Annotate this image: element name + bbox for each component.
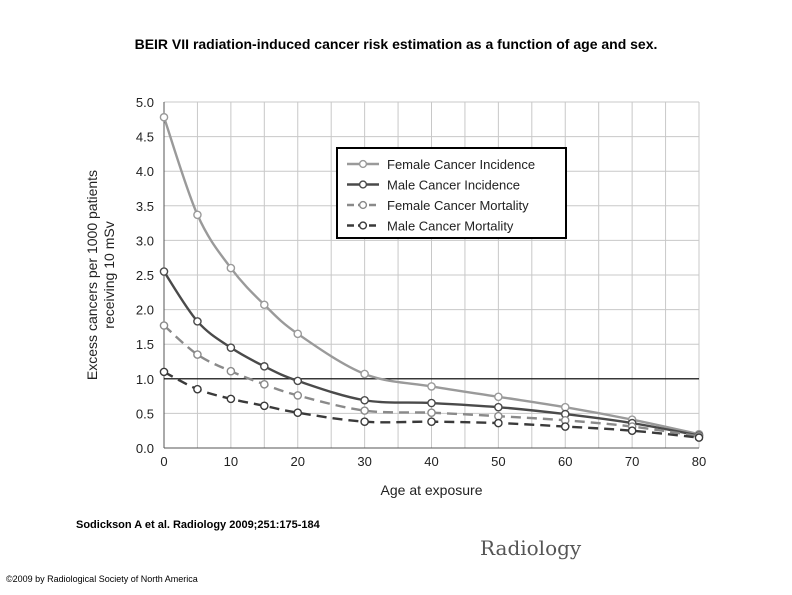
x-tick-label: 80 bbox=[692, 454, 706, 469]
legend-label: Female Cancer Mortality bbox=[387, 198, 529, 213]
y-axis-label-line: Excess cancers per 1000 patients bbox=[84, 170, 100, 380]
data-point bbox=[494, 392, 503, 402]
x-tick-label: 70 bbox=[625, 454, 639, 469]
data-point bbox=[427, 398, 436, 408]
series-line bbox=[163, 324, 700, 438]
x-tick-label: 0 bbox=[160, 454, 167, 469]
data-point bbox=[159, 367, 169, 377]
data-point bbox=[293, 408, 303, 418]
data-point bbox=[360, 417, 369, 427]
data-point bbox=[293, 376, 303, 386]
legend: Female Cancer Incidence Male Cancer Incid… bbox=[336, 147, 567, 239]
data-point bbox=[226, 263, 236, 273]
legend-label: Male Cancer Mortality bbox=[387, 219, 514, 234]
y-tick-label: 2.0 bbox=[136, 303, 154, 318]
data-point bbox=[360, 395, 369, 405]
data-point bbox=[193, 210, 202, 220]
y-tick-label: 0.0 bbox=[136, 441, 154, 456]
data-point bbox=[293, 329, 303, 339]
journal-logo: Radiology bbox=[480, 536, 582, 560]
data-point bbox=[427, 382, 436, 391]
data-point bbox=[494, 402, 503, 412]
x-tick-label: 60 bbox=[558, 454, 572, 469]
data-point bbox=[226, 366, 236, 376]
x-tick-label: 10 bbox=[224, 454, 238, 469]
series-male-cancer-mortality bbox=[159, 367, 704, 442]
legend-label: Male Cancer Incidence bbox=[387, 178, 520, 193]
data-point bbox=[159, 321, 169, 330]
legend-marker bbox=[358, 159, 368, 169]
x-tick-label: 20 bbox=[291, 454, 305, 469]
data-point bbox=[494, 418, 503, 428]
data-point bbox=[260, 362, 269, 371]
data-point bbox=[427, 417, 436, 427]
y-tick-label: 4.5 bbox=[136, 130, 154, 145]
data-point bbox=[159, 112, 169, 122]
data-point bbox=[427, 408, 436, 418]
data-point bbox=[360, 406, 369, 415]
data-point bbox=[226, 394, 236, 404]
series-male-cancer-incidence bbox=[159, 267, 704, 440]
x-axis-label: Age at exposure bbox=[381, 482, 483, 498]
x-tick-label: 50 bbox=[491, 454, 505, 469]
data-point bbox=[694, 433, 704, 442]
series-group bbox=[159, 112, 704, 442]
y-axis-label-line: receiving 10 mSv bbox=[101, 221, 117, 328]
legend-label: Female Cancer Incidence bbox=[387, 157, 535, 172]
y-tick-label: 0.5 bbox=[136, 406, 154, 421]
citation: Sodickson A et al. Radiology 2009;251:17… bbox=[76, 519, 320, 531]
y-tick-label: 1.5 bbox=[136, 337, 154, 352]
legend-marker bbox=[358, 200, 368, 210]
x-tick-label: 30 bbox=[357, 454, 371, 469]
data-point bbox=[360, 369, 369, 379]
data-point bbox=[159, 267, 169, 276]
series-line bbox=[163, 270, 700, 437]
figure-title: BEIR VII radiation-induced cancer risk e… bbox=[134, 36, 658, 52]
series-female-cancer-incidence bbox=[159, 112, 704, 439]
copyright-notice: ©2009 by Radiological Society of North A… bbox=[6, 574, 198, 584]
data-point bbox=[260, 401, 269, 411]
data-point bbox=[193, 350, 202, 359]
y-tick-label: 4.0 bbox=[136, 164, 154, 179]
data-point bbox=[560, 402, 570, 412]
data-point bbox=[193, 384, 202, 394]
series-line bbox=[163, 370, 700, 439]
data-point bbox=[494, 411, 503, 421]
data-point bbox=[560, 422, 570, 431]
y-tick-label: 5.0 bbox=[136, 95, 154, 110]
data-point bbox=[260, 380, 269, 389]
y-tick-label: 3.5 bbox=[136, 199, 154, 214]
data-point bbox=[226, 343, 236, 352]
y-tick-label: 3.0 bbox=[136, 233, 154, 248]
y-tick-label: 2.5 bbox=[136, 268, 154, 283]
data-point bbox=[293, 391, 303, 400]
y-axis-label: Excess cancers per 1000 patientsreceivin… bbox=[84, 170, 117, 380]
data-point bbox=[260, 300, 269, 310]
data-point bbox=[193, 317, 202, 326]
legend-marker bbox=[358, 180, 368, 189]
legend-marker bbox=[358, 221, 368, 230]
data-point bbox=[627, 426, 637, 436]
y-tick-label: 1.0 bbox=[136, 372, 154, 387]
x-tick-label: 40 bbox=[424, 454, 438, 469]
